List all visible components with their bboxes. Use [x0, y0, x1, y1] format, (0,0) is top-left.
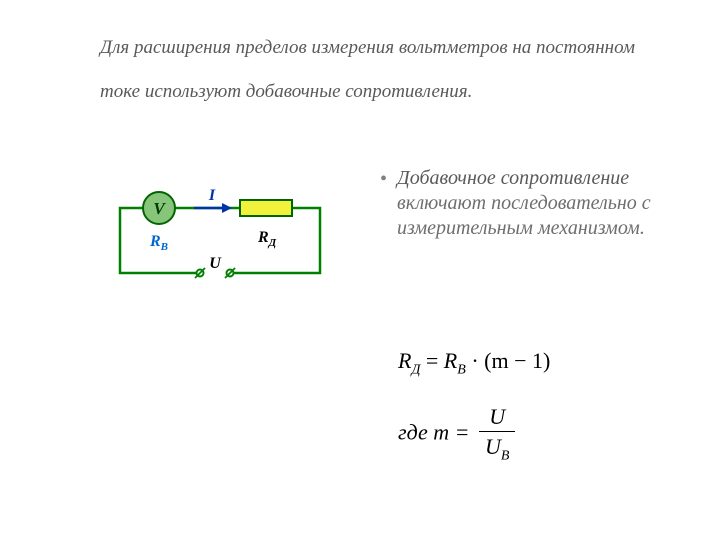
bullet-marker: •: [380, 168, 387, 190]
current-label: I: [208, 187, 216, 204]
f2-where: где: [398, 420, 433, 445]
f1-eq: =: [420, 348, 443, 373]
f1-lhs-base: R: [398, 348, 411, 373]
formula-rd: RД = RВ · (m − 1): [398, 348, 550, 378]
slide-title: Для расширения пределов измерения вольтм…: [100, 26, 650, 113]
f2-den-sub: В: [501, 448, 510, 463]
bullet-text: Добавочное сопротивление включают послед…: [397, 166, 660, 241]
f1-r1-base: R: [444, 348, 457, 373]
resistor-icon: [240, 200, 292, 216]
circuit-svg: V RВ I RД U: [102, 170, 337, 295]
f2-num: U: [489, 404, 505, 429]
f2-meq: m =: [433, 420, 475, 445]
bullet-block: • Добавочное сопротивление включают посл…: [380, 166, 660, 241]
formula-block: RД = RВ · (m − 1) где m = U UВ: [398, 348, 550, 466]
voltage-label: U: [209, 255, 222, 272]
fraction: U UВ: [479, 404, 515, 465]
circuit-diagram: V RВ I RД U: [102, 170, 337, 295]
formula-m: где m = U UВ: [398, 404, 550, 465]
voltmeter-label: V: [153, 199, 166, 218]
f1-r1-sub: В: [457, 362, 466, 377]
slide: Для расширения пределов измерения вольтм…: [0, 0, 720, 540]
f1-tail: · (m − 1): [466, 348, 551, 373]
rv-label: RВ: [149, 233, 168, 253]
rd-label: RД: [257, 229, 277, 249]
bullet-emph: Добавочное сопротивление: [397, 167, 629, 189]
f2-den-base: U: [485, 434, 501, 459]
bullet-rest: включают последовательно с измерительным…: [397, 192, 651, 239]
current-arrow-head: [222, 203, 232, 213]
